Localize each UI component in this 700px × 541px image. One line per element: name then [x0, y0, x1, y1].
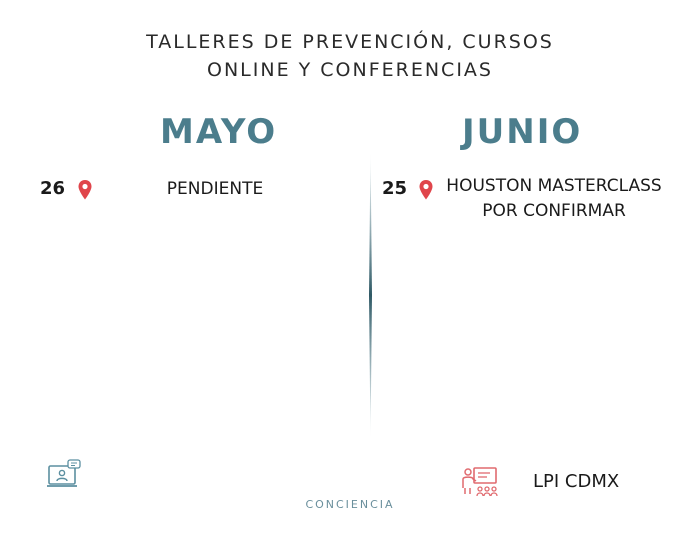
location-pin-icon	[419, 180, 433, 200]
lpi-cdmx-label: LPI CDMX	[533, 471, 620, 492]
month-june-heading: JUNIO	[462, 112, 583, 152]
center-divider	[369, 150, 372, 440]
title-line-1: TALLERES DE PREVENCIÓN, CURSOS	[146, 31, 554, 53]
page-title: TALLERES DE PREVENCIÓN, CURSOS ONLINE Y …	[0, 28, 700, 84]
june-event-text: HOUSTON MASTERCLASS POR CONFIRMAR	[436, 174, 672, 224]
title-line-2: ONLINE Y CONFERENCIAS	[207, 59, 493, 81]
may-event-day: 26	[40, 178, 66, 199]
june-event-line-1: HOUSTON MASTERCLASS	[446, 176, 662, 196]
may-event-text: PENDIENTE	[166, 179, 264, 199]
month-may-heading: MAYO	[160, 112, 278, 152]
online-class-icon	[47, 459, 81, 487]
location-pin-icon	[78, 180, 92, 200]
june-event-day: 25	[382, 178, 408, 199]
june-event-line-2: POR CONFIRMAR	[482, 201, 626, 221]
brand-logo: CONCIENCIA	[305, 498, 395, 511]
presenter-icon	[462, 467, 498, 497]
